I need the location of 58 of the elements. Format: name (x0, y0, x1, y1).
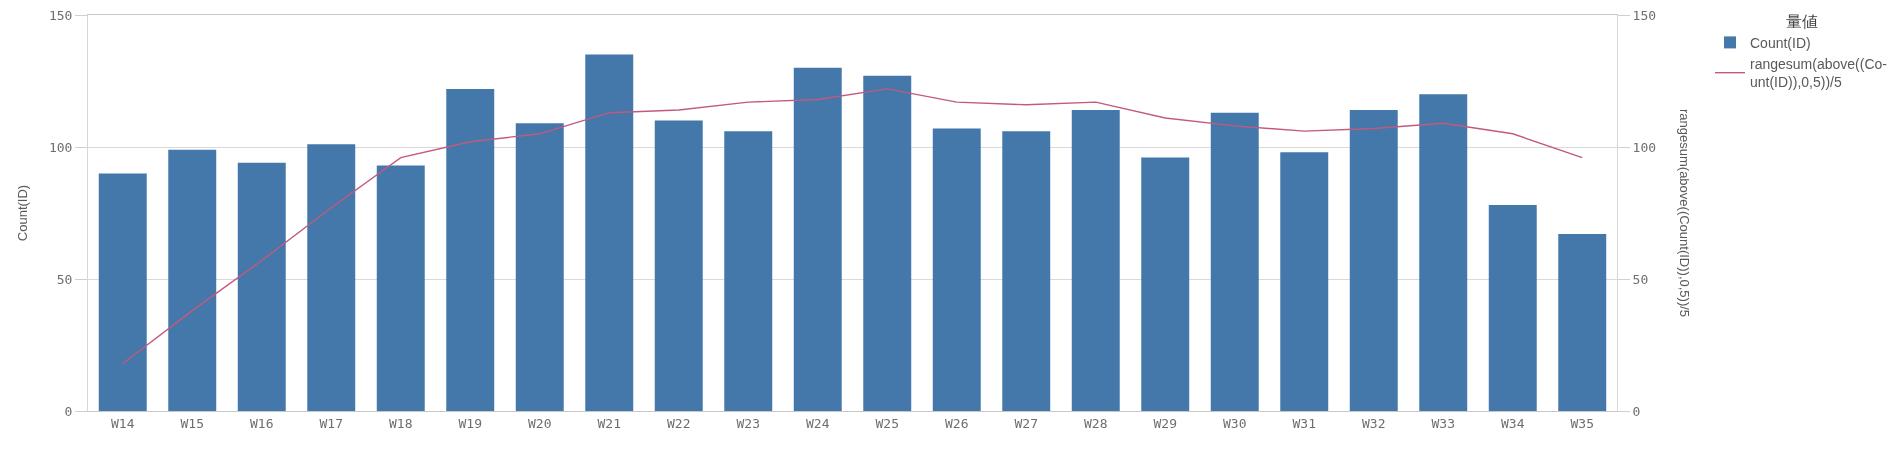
bar (1071, 110, 1120, 411)
x-tick-label: W14 (111, 415, 135, 431)
x-tick-label: W32 (1362, 415, 1386, 431)
bar (515, 123, 564, 411)
bar (1349, 110, 1398, 411)
x-tick-label: W30 (1223, 415, 1247, 431)
line-series (122, 88, 1583, 365)
y2-tick-label: 0 (1632, 403, 1641, 419)
y2-axis-title: rangesum(above((Count(ID)),0,5))/5 (1677, 109, 1692, 318)
bar (1141, 157, 1190, 411)
bar (168, 149, 217, 411)
legend-title: 量値 (1785, 12, 1818, 30)
bar (307, 144, 356, 411)
bar (1488, 205, 1537, 411)
bar (1280, 152, 1329, 411)
x-tick-label: W17 (319, 415, 343, 431)
bar (932, 128, 981, 411)
y-tick-label: 50 (56, 271, 73, 287)
x-tick-label: W29 (1153, 415, 1177, 431)
y-tick-label: 100 (48, 139, 73, 155)
bar (793, 67, 842, 411)
y-axis-title: Count(ID) (14, 184, 30, 242)
legend-label: Count(ID) (1750, 34, 1811, 51)
x-tick-label: W23 (736, 415, 760, 431)
x-tick-label: W18 (389, 415, 413, 431)
x-tick-label: W35 (1570, 415, 1594, 431)
bar (654, 120, 703, 411)
x-tick-label: W24 (806, 415, 830, 431)
bar (446, 88, 495, 411)
x-tick-label: W15 (180, 415, 204, 431)
x-tick-label: W20 (528, 415, 552, 431)
bar (98, 173, 147, 411)
bar (376, 165, 425, 411)
x-tick-label: W21 (597, 415, 621, 431)
x-tick-label: W27 (1014, 415, 1038, 431)
bar (863, 75, 912, 411)
y2-tick-label: 50 (1632, 271, 1649, 287)
x-tick-label: W28 (1084, 415, 1108, 431)
legend-label: rangesum(above((Co-unt(ID)),0,5))/5 (1750, 56, 1888, 91)
bar (1558, 234, 1607, 411)
bar (585, 54, 634, 411)
y2-tick-label: 150 (1632, 7, 1657, 23)
x-tick-label: W34 (1501, 415, 1525, 431)
x-tick-label: W16 (250, 415, 274, 431)
bar (1002, 131, 1051, 411)
bar (1210, 112, 1259, 411)
x-tick-label: W19 (458, 415, 482, 431)
y2-tick-label: 100 (1632, 139, 1657, 155)
bar (724, 131, 773, 411)
bar (237, 162, 286, 411)
y-tick-label: 150 (48, 7, 73, 23)
x-tick-label: W31 (1292, 415, 1316, 431)
x-tick-label: W22 (667, 415, 691, 431)
x-tick-label: W25 (875, 415, 899, 431)
y-tick-label: 0 (64, 403, 73, 419)
x-tick-label: W26 (945, 415, 969, 431)
bar (1419, 94, 1468, 411)
x-tick-label: W33 (1431, 415, 1455, 431)
